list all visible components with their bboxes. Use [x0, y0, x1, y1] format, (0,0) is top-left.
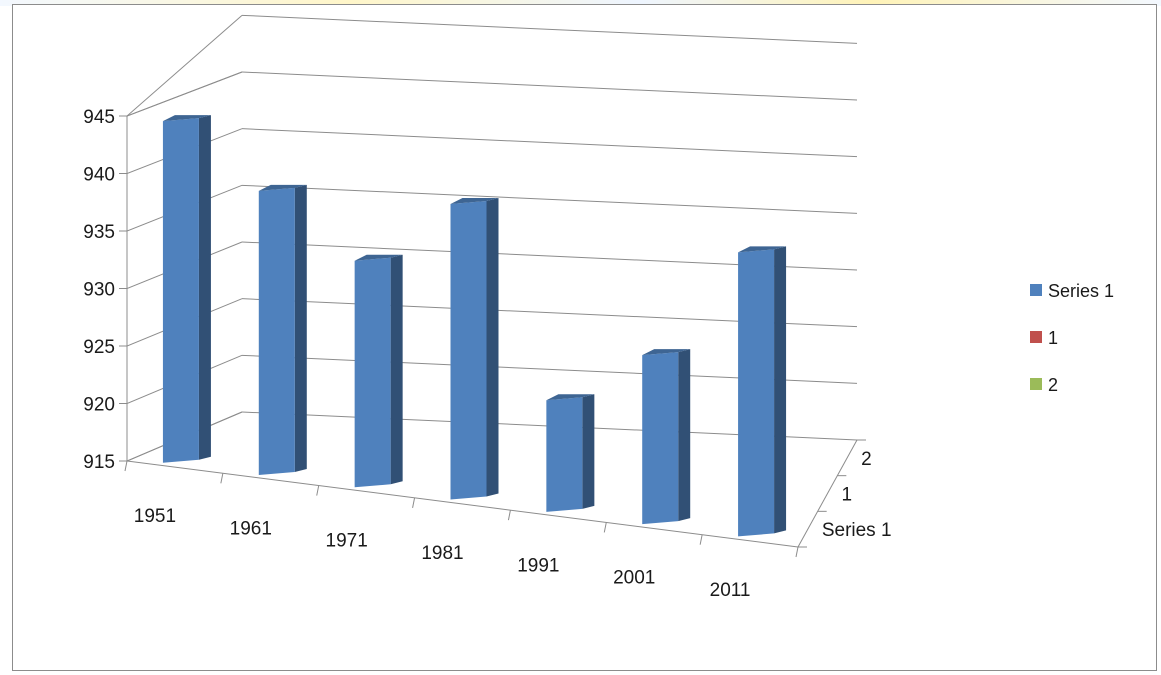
y-tick-label: 915 [83, 452, 115, 473]
gridline-back-wall [241, 184, 858, 214]
gridline-back-wall [241, 128, 858, 158]
bars [162, 115, 787, 537]
bar-front-face [546, 397, 583, 512]
x-tick-mark [507, 510, 511, 521]
bar-side-face [294, 184, 307, 472]
y-tick-label: 935 [83, 222, 115, 243]
bar-front-face [450, 201, 487, 500]
depth-axis-line [797, 439, 858, 548]
depth-tick-label: 1 [842, 485, 853, 506]
bar-1981 [450, 198, 499, 500]
x-tick-mark [699, 534, 703, 545]
bar-1951 [162, 115, 211, 463]
bar-top-face [450, 198, 499, 204]
bar-front-face [642, 352, 679, 525]
bar-side-face [486, 198, 499, 497]
x-tick-label: 2001 [613, 568, 655, 589]
x-tick-mark [795, 546, 799, 558]
x-tick-mark [603, 522, 607, 533]
x-tick-label: 1951 [134, 506, 176, 527]
bar-top-face [162, 115, 211, 122]
legend-label: 2 [1048, 375, 1058, 395]
bar-front-face [258, 187, 295, 475]
legend-swatch [1030, 378, 1042, 390]
legend-item: Series 1 [1030, 281, 1114, 301]
bar-1991 [546, 394, 595, 512]
y-tick-label: 920 [83, 395, 115, 416]
bar-1961 [258, 184, 307, 475]
bar-top-face [258, 184, 307, 191]
y-axis-ticks: 915 920 925 930 935 940 945 [83, 107, 127, 473]
x-tick-mark [412, 497, 416, 508]
gridline-back-wall [241, 71, 858, 101]
legend-item: 1 [1030, 328, 1058, 348]
bar-1971 [354, 254, 403, 488]
x-tick-mark [316, 485, 320, 496]
top-decoration-strip [0, 0, 1161, 6]
legend-swatch [1030, 284, 1042, 296]
x-tick-label: 1991 [517, 555, 559, 576]
y-tick-label: 945 [83, 107, 115, 128]
bar-side-face [390, 254, 403, 485]
x-axis-ticks: 1951 1961 1971 1981 1991 2001 2011 [124, 460, 799, 601]
gridline-back-wall [241, 14, 858, 44]
legend: Series 1 1 2 [1030, 281, 1114, 395]
x-tick-label: 1971 [326, 531, 368, 552]
y-tick-label: 940 [83, 165, 115, 186]
depth-axis-ticks: Series 1 12 [798, 439, 892, 548]
bar-front-face [162, 118, 199, 463]
bar-front-face [354, 257, 391, 488]
bar-side-face [774, 246, 787, 534]
x-axis-line [126, 460, 799, 548]
legend-label: Series 1 [1048, 281, 1114, 301]
left-wall-top-edge [126, 14, 243, 117]
bar-side-face [582, 394, 595, 509]
bar-side-face [678, 349, 691, 522]
x-tick-label: 1981 [421, 543, 463, 564]
bar-top-face [642, 349, 691, 356]
legend-label: 1 [1048, 328, 1058, 348]
legend-item: 2 [1030, 375, 1058, 395]
bar-front-face [738, 249, 775, 537]
x-tick-mark [124, 460, 128, 472]
y-tick-label: 930 [83, 280, 115, 301]
legend-swatch [1030, 331, 1042, 343]
x-tick-label: 2011 [710, 580, 751, 601]
bar-top-face [354, 254, 403, 261]
bar-top-face [546, 394, 595, 401]
gridline-left-wall [126, 71, 243, 117]
bar-side-face [198, 115, 211, 460]
depth-tick-label: Series 1 [822, 520, 892, 541]
bar-2001 [642, 349, 691, 525]
x-tick-mark [220, 473, 224, 484]
depth-tick-label: 2 [861, 449, 872, 470]
x-tick-label: 1961 [230, 518, 272, 539]
bar-2011 [738, 246, 787, 537]
y-tick-label: 925 [83, 337, 115, 358]
bar-top-face [738, 246, 787, 253]
